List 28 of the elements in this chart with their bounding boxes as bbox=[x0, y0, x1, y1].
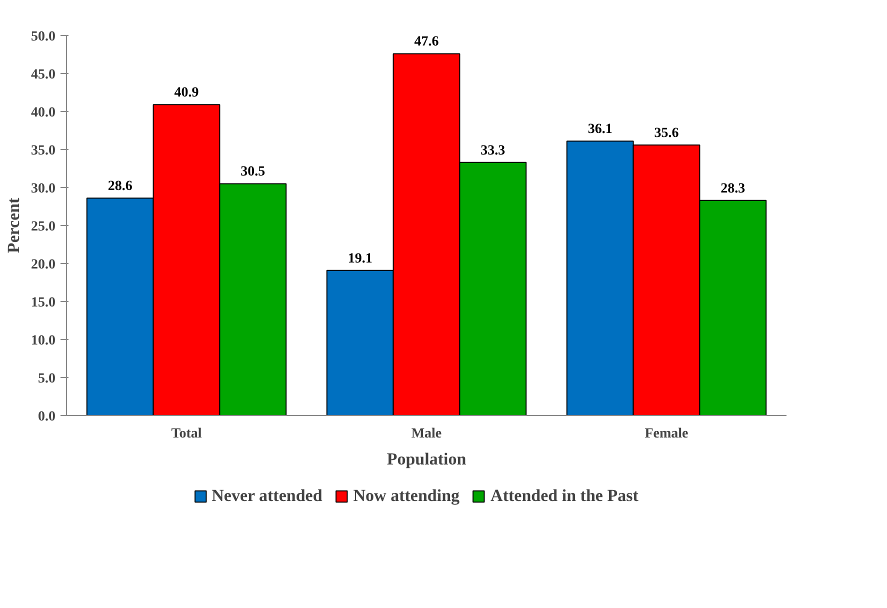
y-tick-label: 35.0 bbox=[31, 144, 56, 158]
y-tick-label: 30.0 bbox=[31, 182, 56, 196]
x-axis-title: Population bbox=[386, 450, 467, 468]
y-axis-title: Percent bbox=[4, 197, 23, 254]
y-tick-label: 0.0 bbox=[38, 410, 56, 424]
y-tick-label: 10.0 bbox=[31, 334, 56, 348]
data-label: 35.6 bbox=[654, 126, 679, 141]
data-label: 28.3 bbox=[720, 181, 746, 196]
x-tick-label: Male bbox=[411, 426, 442, 442]
legend-label: Now attending bbox=[353, 486, 460, 506]
y-tick-label: 15.0 bbox=[31, 296, 56, 310]
data-label: 19.1 bbox=[348, 251, 372, 266]
data-label: 30.5 bbox=[240, 164, 266, 180]
data-label: 36.1 bbox=[588, 122, 612, 138]
x-tick-label: Female bbox=[644, 426, 688, 442]
y-tick-label: 45.0 bbox=[31, 68, 56, 82]
data-label: 40.9 bbox=[174, 86, 199, 101]
data-label: 47.6 bbox=[414, 34, 439, 50]
y-tick-label: 40.0 bbox=[31, 106, 56, 120]
data-label: 33.3 bbox=[480, 143, 506, 158]
legend-label: Attended in the Past bbox=[490, 486, 638, 506]
y-tick-label: 50.0 bbox=[31, 30, 56, 44]
y-tick-label: 20.0 bbox=[31, 258, 56, 272]
data-label: 28.6 bbox=[108, 179, 132, 194]
y-tick-label: 25.0 bbox=[31, 220, 56, 234]
x-tick-label: Total bbox=[171, 426, 202, 442]
y-tick-label: 5.0 bbox=[38, 372, 56, 386]
legend-label: Never attended bbox=[212, 486, 322, 506]
